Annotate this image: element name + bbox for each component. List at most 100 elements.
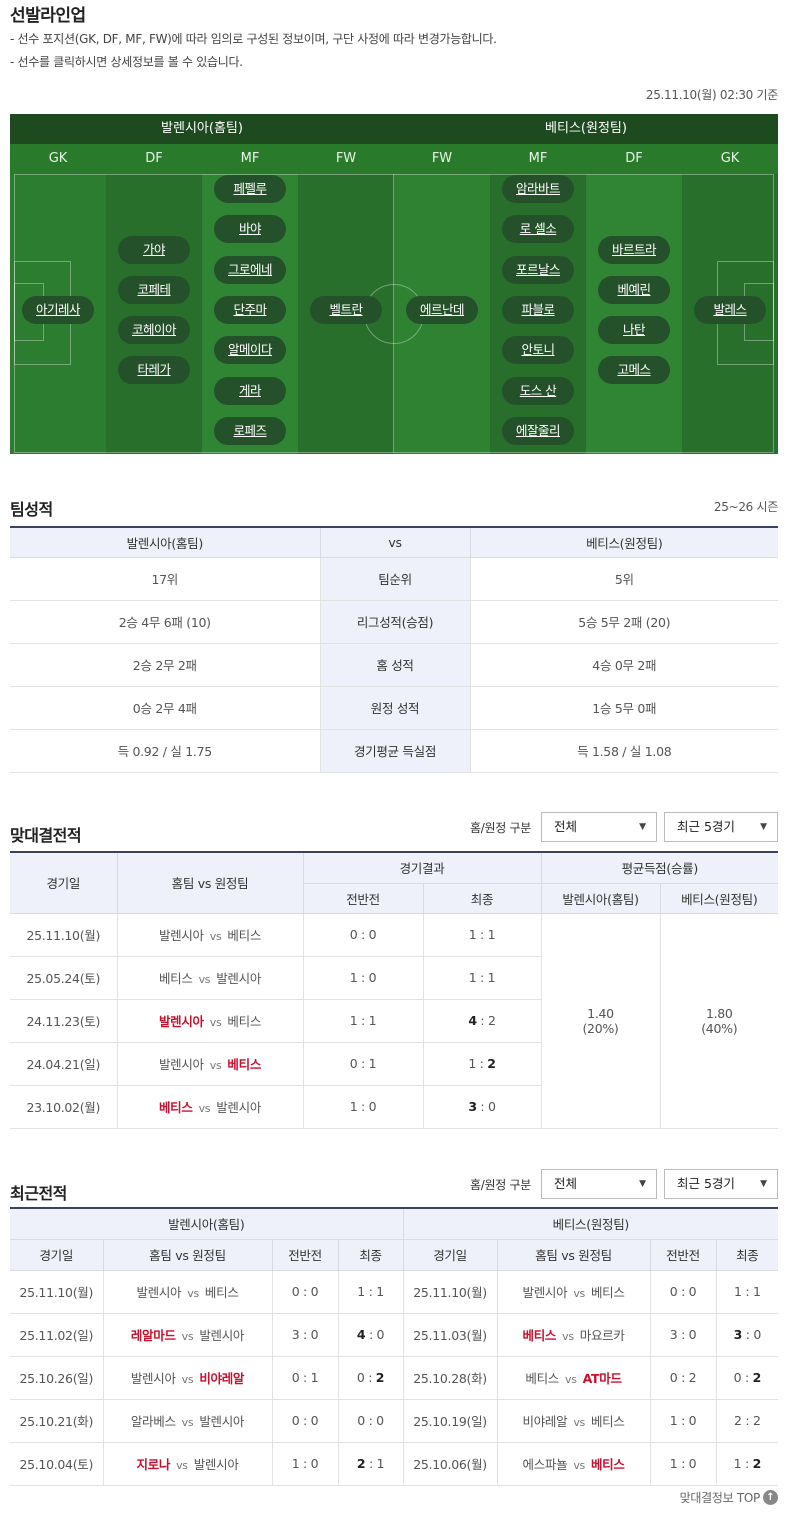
player-link[interactable]: 나탄 bbox=[598, 316, 670, 345]
player-link[interactable]: 고메스 bbox=[598, 356, 670, 385]
player-link[interactable]: 가야 bbox=[118, 235, 190, 264]
score-separator: : bbox=[476, 1099, 488, 1114]
final-score: 1 : 1 bbox=[422, 955, 541, 1000]
halftime-score: 0 : 1 bbox=[271, 1355, 339, 1400]
player-link[interactable]: 에르난데 bbox=[406, 296, 478, 324]
range-select[interactable]: 최근 5경기 ▼ bbox=[664, 812, 778, 842]
home-team-name: 베티스 bbox=[158, 1100, 193, 1115]
score-separator: : bbox=[741, 1370, 753, 1385]
score-separator: : bbox=[364, 1370, 376, 1385]
top-link[interactable]: 맞대결정보 TOP bbox=[680, 1489, 761, 1506]
player-link[interactable]: 암라바트 bbox=[502, 175, 574, 204]
away-goals: 2 bbox=[488, 1013, 496, 1028]
player-link[interactable]: 페펠루 bbox=[214, 175, 286, 204]
venue-filter-label: 홈/원정 구분 bbox=[470, 1178, 531, 1192]
home-team-name: 베티스 bbox=[525, 1371, 559, 1386]
player-link[interactable]: 로 셀소 bbox=[502, 215, 574, 244]
home-goals: 1 bbox=[468, 927, 477, 942]
vs-label: vs bbox=[562, 1330, 574, 1343]
score-separator: : bbox=[741, 1413, 753, 1428]
away-team-name: 베티스 bbox=[590, 1457, 625, 1472]
player-link[interactable]: 코헤이아 bbox=[118, 316, 190, 345]
stats-value: 5승 5무 2패 (20) bbox=[469, 599, 778, 644]
stats-label: 원정 성적 bbox=[319, 685, 471, 730]
player-link[interactable]: 게라 bbox=[214, 376, 286, 405]
away-goals: 1 bbox=[376, 1284, 384, 1299]
away-goals: 2 bbox=[752, 1413, 761, 1428]
player-link[interactable]: 안토니 bbox=[502, 336, 574, 365]
player-link[interactable]: 발레스 bbox=[694, 296, 766, 324]
player-link[interactable]: 단주마 bbox=[214, 296, 286, 324]
player-link[interactable]: 파블로 bbox=[502, 296, 574, 324]
away-team-name: 베티스 bbox=[227, 1057, 262, 1072]
player-link[interactable]: 도스 산 bbox=[502, 376, 574, 405]
header-date: 경기일 bbox=[10, 852, 118, 914]
header-avg: 평균득점(승률) bbox=[540, 852, 779, 884]
match-teams: 레알마드 vs 발렌시아 bbox=[102, 1312, 273, 1357]
match-date: 25.10.21(화) bbox=[10, 1398, 104, 1443]
player-link[interactable]: 벨트란 bbox=[310, 296, 382, 324]
player-link[interactable]: 로페즈 bbox=[214, 416, 286, 445]
match-teams: 베티스 vs AT마드 bbox=[496, 1355, 651, 1400]
score-separator: : bbox=[476, 970, 488, 985]
score-separator: : bbox=[741, 1284, 753, 1299]
range-select[interactable]: 최근 5경기 ▼ bbox=[664, 1169, 778, 1199]
pitch-boundary bbox=[14, 174, 774, 453]
player-link[interactable]: 그로에네 bbox=[214, 255, 286, 284]
match-date: 25.11.10(월) bbox=[10, 1269, 104, 1314]
player-link[interactable]: 알메이다 bbox=[214, 336, 286, 365]
final-score: 2 : 1 bbox=[337, 1441, 404, 1486]
player-link[interactable]: 바야 bbox=[214, 215, 286, 244]
player-link[interactable]: 바르트라 bbox=[598, 235, 670, 264]
halftime-score: 3 : 0 bbox=[271, 1312, 339, 1357]
halftime-score: 0 : 0 bbox=[649, 1269, 717, 1314]
arrow-up-icon[interactable]: ↑ bbox=[763, 1490, 778, 1505]
player-link[interactable]: 아기레사 bbox=[22, 296, 94, 324]
recent-header-cell: 전반전 bbox=[271, 1239, 339, 1271]
dropdown-arrow-icon: ▼ bbox=[639, 822, 646, 832]
home-team-name: 베티스 bbox=[522, 1328, 557, 1343]
match-teams: 에스파뇰 vs 베티스 bbox=[496, 1441, 651, 1486]
stats-value: 17위 bbox=[10, 556, 321, 601]
home-team-name: 베티스 bbox=[158, 971, 193, 986]
player-link[interactable]: 포르날스 bbox=[502, 255, 574, 284]
stats-value: 2승 2무 2패 bbox=[10, 642, 321, 687]
venue-filter-label: 홈/원정 구분 bbox=[470, 821, 531, 835]
halftime-score: 0 : 2 bbox=[649, 1355, 717, 1400]
position-header: DF bbox=[586, 144, 682, 174]
away-goals: 1 bbox=[487, 927, 496, 942]
vs-label: vs bbox=[181, 1373, 194, 1386]
player-link[interactable]: 베예린 bbox=[598, 275, 670, 304]
player-link[interactable]: 코페테 bbox=[118, 275, 190, 304]
match-teams: 알라베스 vs 발렌시아 bbox=[102, 1398, 273, 1443]
match-teams: 베티스 vs 마요르카 bbox=[496, 1312, 651, 1357]
away-team-name: 베티스 bbox=[227, 928, 262, 943]
final-score: 0 : 0 bbox=[337, 1398, 404, 1443]
score-separator: : bbox=[365, 1456, 377, 1471]
position-header: MF bbox=[202, 144, 298, 174]
halftime-score: 1 : 0 bbox=[302, 955, 424, 1000]
dropdown-arrow-icon: ▼ bbox=[760, 1179, 767, 1189]
home-goals: 4 bbox=[356, 1327, 366, 1342]
home-goals: 0 bbox=[356, 1370, 365, 1385]
stats-label: 팀순위 bbox=[319, 556, 471, 601]
lineup-note: - 선수를 클릭하시면 상세정보를 볼 수 있습니다. bbox=[10, 55, 243, 69]
vs-label: vs bbox=[209, 1059, 222, 1072]
player-link[interactable]: 타레가 bbox=[118, 356, 190, 385]
venue-select[interactable]: 전체 ▼ bbox=[541, 812, 657, 842]
away-team-name: 발렌시아 bbox=[193, 1457, 239, 1472]
lineup-pitch: 발렌시아(홈팀) 베티스(원정팀) GK 아기레사 DF 가야 코페테 코헤이아 타레가 MF 페펠… bbox=[10, 114, 778, 454]
score-separator: : bbox=[475, 1056, 488, 1071]
player-link[interactable]: 에잘줄리 bbox=[502, 416, 574, 445]
home-team-name: 알라베스 bbox=[130, 1414, 176, 1429]
venue-select[interactable]: 전체 ▼ bbox=[541, 1169, 657, 1199]
match-teams: 발렌시아 vs 베티스 bbox=[116, 912, 304, 957]
vs-label: vs bbox=[209, 1016, 222, 1029]
vs-label: vs bbox=[176, 1459, 188, 1472]
recent-header-cell: 경기일 bbox=[402, 1239, 498, 1271]
vs-label: vs bbox=[198, 973, 211, 986]
